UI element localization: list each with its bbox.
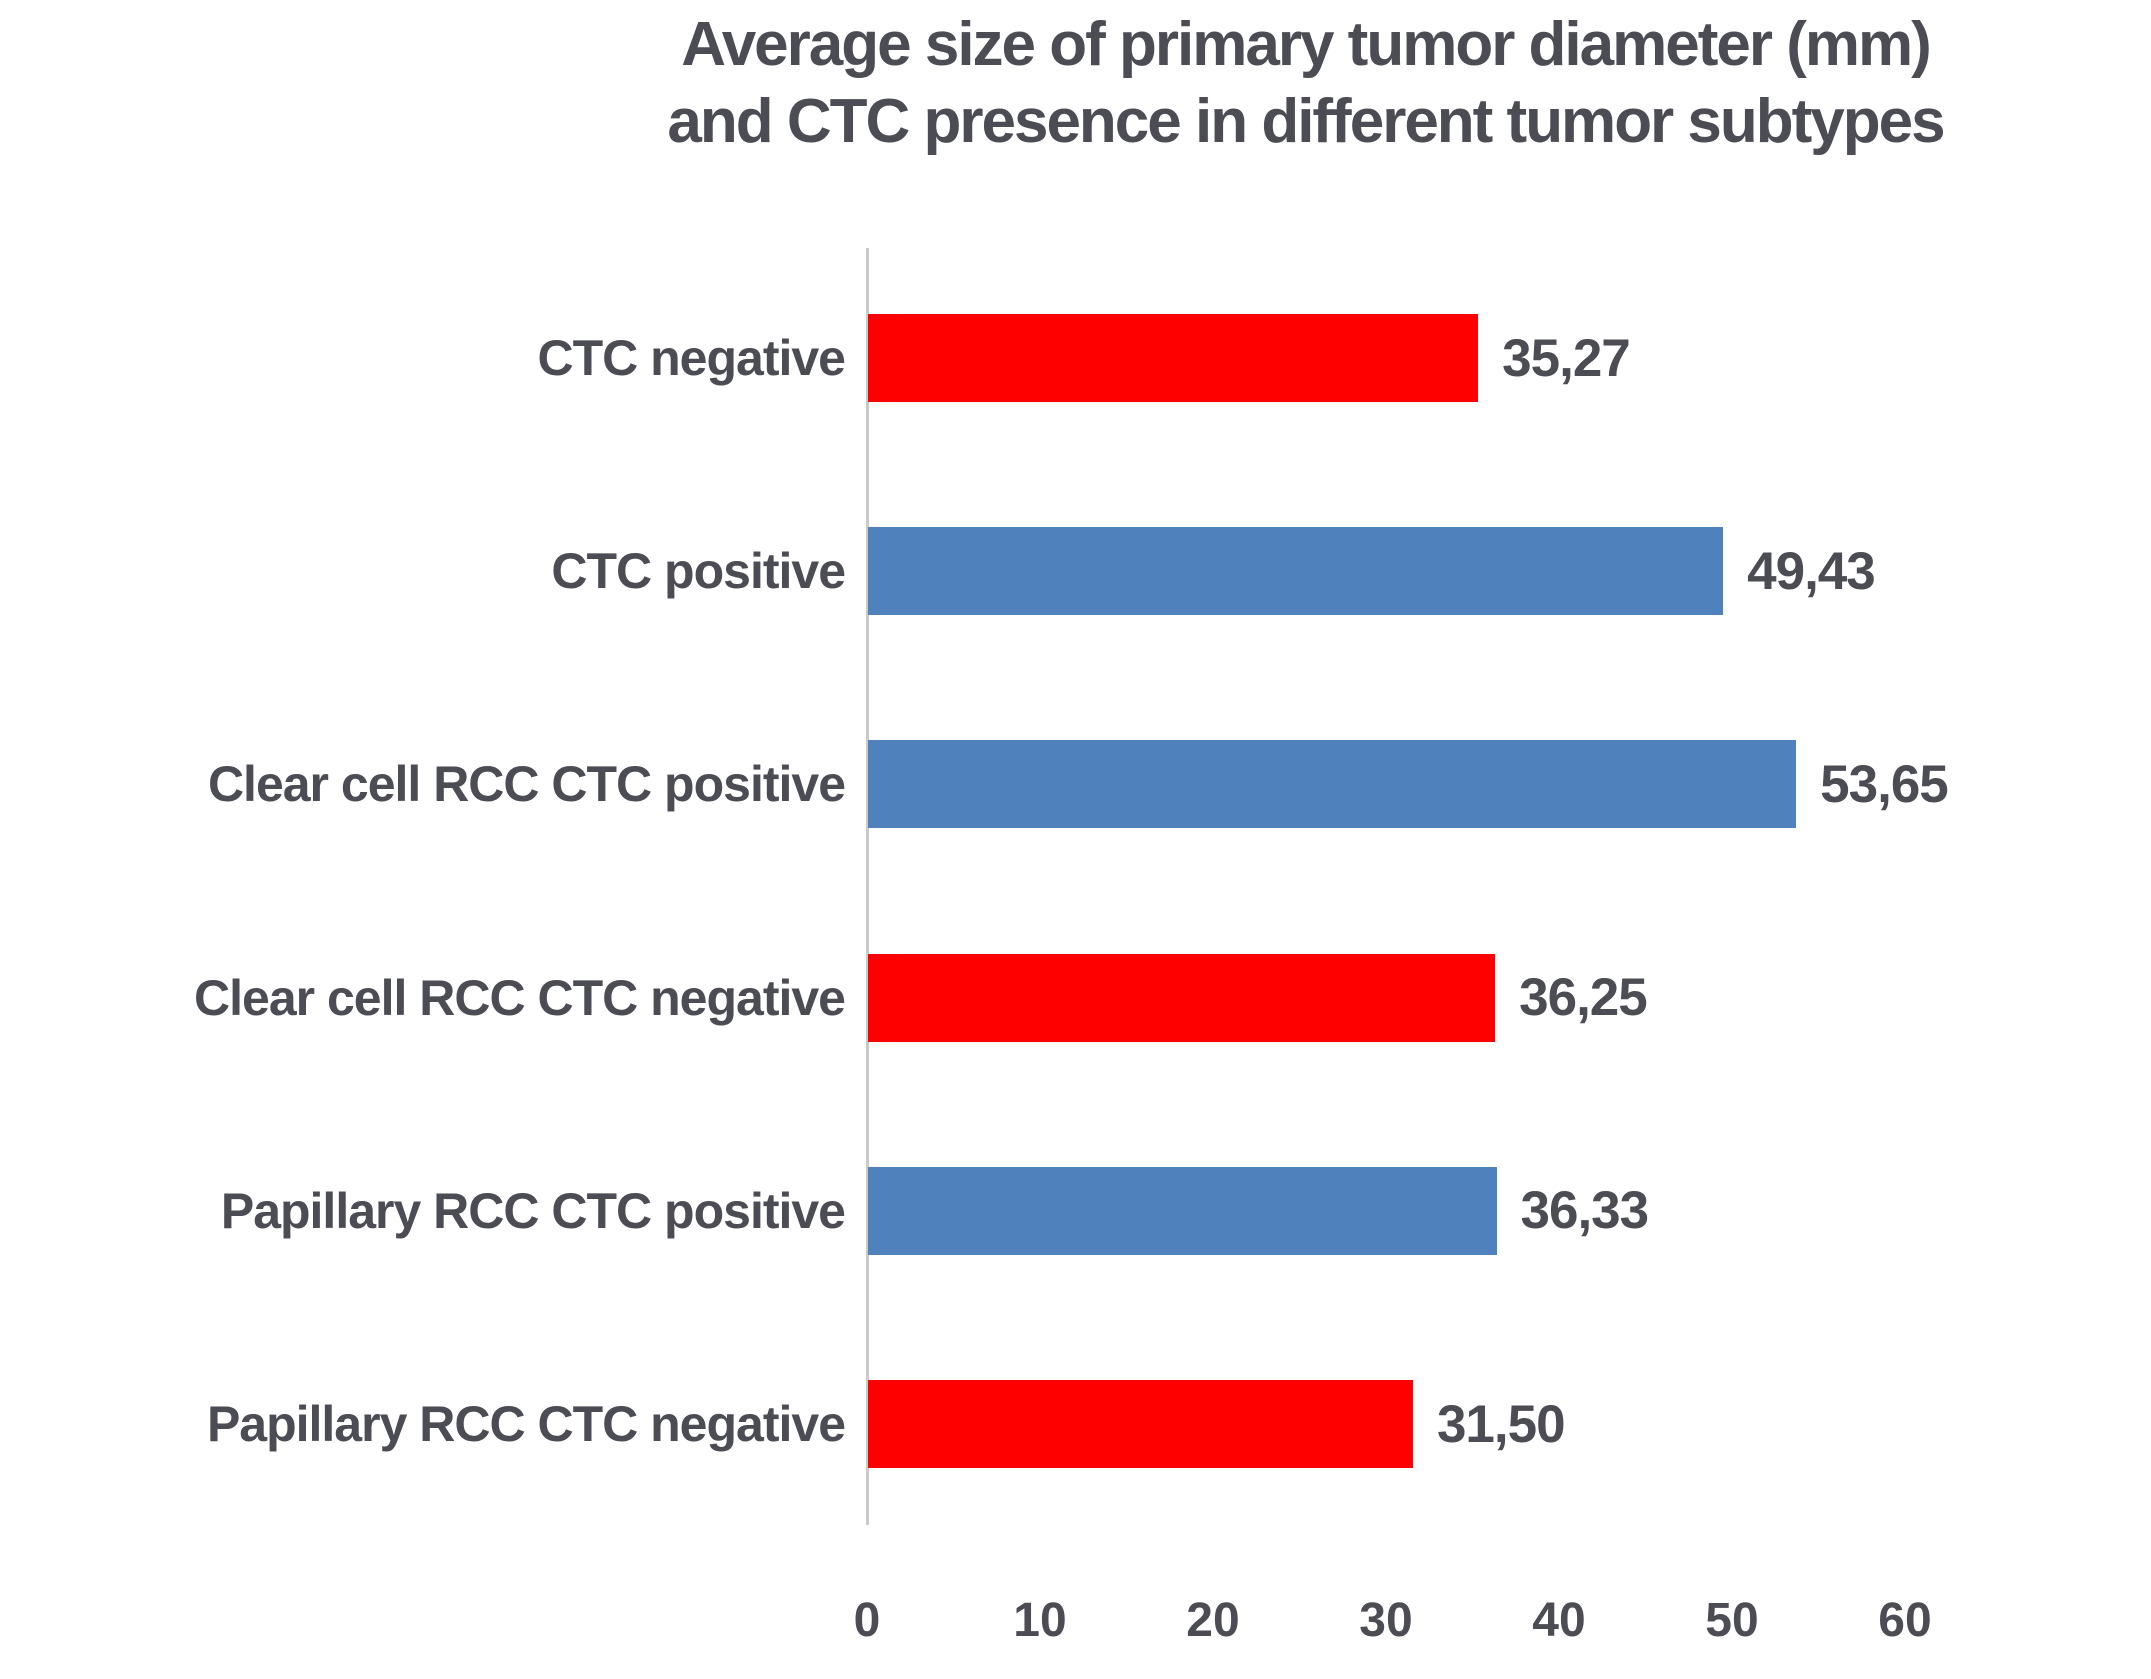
category-label: Clear cell RCC CTC positive [207,756,846,813]
category-label: Papillary RCC CTC negative [206,1396,846,1452]
bar-value-label: 36,25 [1519,968,1648,1028]
chart-title: Average size of primary tumor diameter (… [460,6,2151,160]
bar [868,740,1797,829]
bar-value-label: 53,65 [1820,754,1949,814]
x-tick-label: 0 [853,1594,881,1647]
x-tick-label: 10 [1013,1594,1067,1647]
y-axis-line [866,248,869,1525]
bar-value-label: 36,33 [1520,1181,1650,1241]
chart-title-line2: and CTC presence in different tumor subt… [667,87,1945,156]
bar [868,1380,1413,1468]
bar [868,527,1724,616]
bar [868,1166,1497,1255]
x-tick-label: 40 [1532,1594,1586,1647]
category-label: CTC positive [551,543,846,600]
bar-value-label: 35,27 [1502,328,1631,388]
category-label: Clear cell RCC CTC negative [194,969,846,1026]
x-tick-label: 50 [1705,1594,1759,1647]
category-label: Papillary RCC CTC positive [220,1182,846,1239]
x-tick-label: 30 [1359,1594,1413,1647]
x-tick-label: 60 [1878,1594,1932,1647]
bar [868,314,1479,402]
bar [868,953,1496,1042]
bar-value-label: 49,43 [1747,541,1876,601]
category-label: CTC negative [537,330,846,386]
chart-title-line1: Average size of primary tumor diameter (… [681,10,1932,79]
x-tick-label: 20 [1186,1594,1240,1647]
bar-value-label: 31,50 [1436,1394,1566,1454]
